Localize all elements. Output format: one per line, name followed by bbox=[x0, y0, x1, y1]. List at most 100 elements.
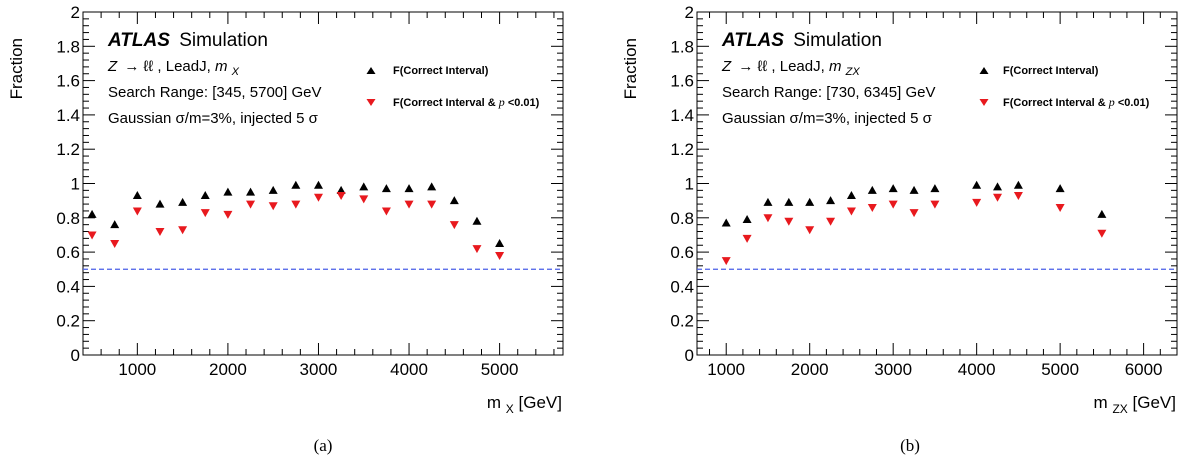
data-point-correct-interval bbox=[155, 199, 165, 208]
x-tick-label: 6000 bbox=[1125, 360, 1163, 379]
y-tick-label: 1.8 bbox=[56, 37, 80, 56]
x-tick-label: 3000 bbox=[874, 360, 912, 379]
data-point-correct-interval-p bbox=[972, 198, 982, 207]
x-tick-label: 1000 bbox=[707, 360, 745, 379]
simulation-label: Simulation bbox=[179, 30, 268, 51]
data-point-correct-interval bbox=[846, 191, 856, 200]
experiment-label: ATLAS Simulation bbox=[721, 30, 882, 51]
y-tick-label: 1.2 bbox=[670, 140, 694, 159]
y-tick-label: 1.4 bbox=[670, 106, 694, 125]
legend-entry-correct-interval-p: F(Correct Interval & p <0.01) bbox=[393, 95, 540, 109]
data-point-correct-interval-p bbox=[846, 207, 856, 216]
y-tick-label: 0.6 bbox=[670, 243, 694, 262]
legend-marker-up bbox=[366, 67, 376, 74]
data-point-correct-interval-p bbox=[495, 252, 505, 261]
data-point-correct-interval-p bbox=[246, 200, 256, 209]
data-point-correct-interval-p bbox=[742, 234, 752, 243]
panel-a: Fraction 0 0.2 0.4 0.6 0.8 1 1.2 1.4 1.6 1.8 2 100… bbox=[7, 3, 564, 455]
process-label: Z → ℓℓ , LeadJ, m X bbox=[107, 58, 240, 78]
data-point-correct-interval-p bbox=[909, 209, 919, 218]
x-tick-label: 2000 bbox=[209, 360, 247, 379]
data-point-correct-interval bbox=[763, 197, 773, 206]
data-point-correct-interval-p bbox=[805, 226, 815, 235]
legend-entry-correct-interval: F(Correct Interval) bbox=[393, 65, 489, 77]
panel-caption-b: (b) bbox=[900, 436, 920, 455]
simulation-label: Simulation bbox=[793, 30, 882, 51]
data-point-correct-interval-p bbox=[721, 257, 731, 266]
atlas-logo-text: ATLAS bbox=[107, 30, 170, 51]
y-tick-label: 1 bbox=[685, 175, 694, 194]
data-point-correct-interval-p bbox=[381, 207, 391, 216]
y-tick-label: 0.4 bbox=[670, 277, 694, 296]
data-point-correct-interval bbox=[200, 191, 210, 200]
data-point-correct-interval-p bbox=[826, 217, 836, 226]
legend-marker-down bbox=[366, 99, 376, 106]
x-tick-label: 1000 bbox=[118, 360, 156, 379]
experiment-label: ATLAS Simulation bbox=[107, 30, 268, 51]
data-point-correct-interval bbox=[1013, 180, 1023, 189]
data-point-correct-interval bbox=[110, 220, 120, 229]
y-tick-label: 0.4 bbox=[56, 277, 80, 296]
data-point-correct-interval-p bbox=[223, 210, 233, 219]
data-point-correct-interval-p bbox=[1097, 229, 1107, 238]
panel-caption-a: (a) bbox=[314, 436, 333, 455]
data-point-correct-interval bbox=[132, 191, 142, 200]
data-point-correct-interval bbox=[993, 182, 1003, 191]
plot-area-a: 0 0.2 0.4 0.6 0.8 1 1.2 1.4 1.6 1.8 2 1000 2000 3000… bbox=[56, 3, 564, 379]
data-point-correct-interval bbox=[87, 209, 97, 218]
data-markers bbox=[721, 180, 1107, 266]
data-point-correct-interval-p bbox=[404, 200, 414, 209]
data-point-correct-interval-p bbox=[1055, 204, 1065, 213]
search-range-label: Search Range: [345, 5700] GeV bbox=[108, 84, 321, 101]
data-point-correct-interval-p bbox=[336, 192, 346, 201]
y-axis-title: Fraction bbox=[621, 38, 640, 99]
data-point-correct-interval-p bbox=[132, 207, 142, 216]
mass-symbol: m bbox=[215, 58, 228, 75]
data-point-correct-interval-p bbox=[291, 200, 301, 209]
data-point-correct-interval-p bbox=[110, 240, 120, 249]
y-tick-label: 0.8 bbox=[670, 209, 694, 228]
mass-subscript: X bbox=[231, 66, 240, 78]
y-tick-label: 0.6 bbox=[56, 243, 80, 262]
data-point-correct-interval bbox=[721, 218, 731, 227]
data-point-correct-interval bbox=[404, 184, 414, 193]
data-markers bbox=[87, 180, 505, 261]
data-point-correct-interval bbox=[359, 182, 369, 191]
data-point-correct-interval bbox=[1055, 184, 1065, 193]
data-point-correct-interval bbox=[742, 215, 752, 224]
y-tick-label: 1.6 bbox=[670, 72, 694, 91]
legend-entry-correct-interval-p: F(Correct Interval & p <0.01) bbox=[1003, 95, 1150, 109]
signal-label: Gaussian σ/m=3%, injected 5 σ bbox=[108, 110, 319, 127]
process-arrow: → ℓℓ bbox=[738, 58, 767, 75]
y-tick-label: 0.2 bbox=[670, 312, 694, 331]
y-tick-label: 2 bbox=[685, 3, 694, 22]
legend-marker-down bbox=[979, 99, 989, 106]
x-tick-label: 4000 bbox=[958, 360, 996, 379]
y-ticks: 0 0.2 0.4 0.6 0.8 1 1.2 1.4 1.6 1.8 2 bbox=[670, 3, 1177, 365]
x-tick-label: 3000 bbox=[300, 360, 338, 379]
data-point-correct-interval bbox=[449, 196, 459, 205]
y-tick-label: 0.8 bbox=[56, 209, 80, 228]
x-tick-label: 2000 bbox=[791, 360, 829, 379]
process-rest: , LeadJ, bbox=[771, 58, 829, 75]
data-point-correct-interval bbox=[268, 185, 278, 194]
y-tick-label: 0 bbox=[685, 346, 694, 365]
data-point-correct-interval bbox=[972, 180, 982, 189]
search-range-label: Search Range: [730, 6345] GeV bbox=[722, 84, 935, 101]
data-point-correct-interval bbox=[826, 196, 836, 205]
data-point-correct-interval-p bbox=[449, 221, 459, 230]
x-tick-label: 4000 bbox=[390, 360, 428, 379]
data-point-correct-interval-p bbox=[155, 228, 165, 237]
y-tick-label: 0.2 bbox=[56, 312, 80, 331]
data-point-correct-interval-p bbox=[867, 204, 877, 213]
process-arrow: → ℓℓ bbox=[124, 58, 153, 75]
data-point-correct-interval-p bbox=[87, 231, 97, 240]
data-point-correct-interval bbox=[888, 184, 898, 193]
data-point-correct-interval bbox=[909, 185, 919, 194]
data-point-correct-interval bbox=[291, 180, 301, 189]
data-point-correct-interval bbox=[381, 184, 391, 193]
data-point-correct-interval bbox=[1097, 209, 1107, 218]
y-tick-label: 1.4 bbox=[56, 106, 80, 125]
x-tick-label: 5000 bbox=[1041, 360, 1079, 379]
data-point-correct-interval bbox=[313, 180, 323, 189]
